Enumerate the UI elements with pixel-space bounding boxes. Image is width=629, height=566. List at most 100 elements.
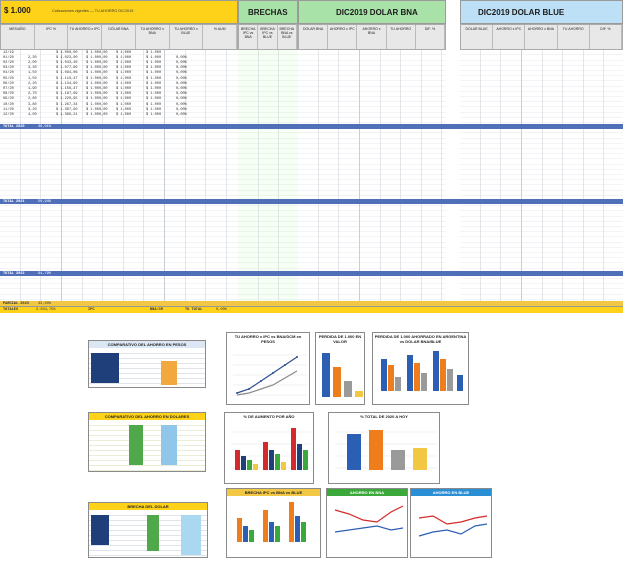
row-10-col-e: $ 1.000 [116, 102, 132, 107]
row-12-col-b: 4,00 [28, 112, 37, 117]
row-5-col-e: $ 1.000 [116, 76, 132, 81]
partial-label-2023: PARCIAL 2023 [3, 301, 29, 306]
row-4-col-g: 0,00% [176, 71, 187, 76]
total-value-2022: 94,79% [38, 271, 51, 276]
row-10-col-c: $ 1.267,34 [56, 102, 78, 107]
brechas-strip [238, 0, 298, 24]
ipc-vs-bna-chart: TU AHORRO x IPC vs BNA/DCM en PESOS [226, 332, 310, 405]
row-12-col-e: $ 1.000 [116, 112, 132, 117]
total-row-2020 [0, 124, 623, 129]
pesos-loss-chart: PERDIDA DE 1.000 EN VALOR [315, 332, 365, 405]
row-2-col-a: 02/20 [3, 60, 14, 65]
row-1-col-d: $ 1.000,00 [86, 55, 108, 60]
row-0-col-f: $ 1.000 [146, 50, 162, 55]
row-3-col-g: 0,00% [176, 66, 187, 71]
row-11-col-e: $ 1.000 [116, 107, 132, 112]
row-8-col-d: $ 1.000,00 [86, 92, 108, 97]
total-value-2020: 36,01% [38, 124, 51, 129]
dollar-loss-title: PERDIDA DE 1.000 AHORRADO EN ARGENTINA v… [374, 334, 467, 344]
row-6-col-b: 2,20 [28, 81, 37, 86]
row-0-col-a: 12/19 [3, 50, 14, 55]
row-10-col-d: $ 1.000,00 [86, 102, 108, 107]
row-3-col-b: 3,30 [28, 66, 37, 71]
row-2-col-d: $ 1.000,00 [86, 60, 108, 65]
total-label-2021: TOTAL 2021 [3, 199, 25, 204]
dollar-compare-table: COMPARATIVO DEL AHORRO EN DOLARES [88, 412, 206, 472]
row-5-col-g: 0,00% [176, 76, 187, 81]
row-6-col-a: 06/20 [3, 81, 14, 86]
row-1-col-f: $ 1.000 [146, 55, 162, 60]
row-4-col-c: $ 1.094,06 [56, 71, 78, 76]
cumulative-chart: % TOTAL DE 2020 A HOY [328, 412, 440, 484]
row-5-col-d: $ 1.000,00 [86, 76, 108, 81]
bottom-table-title: BRECHA DEL DOLAR [89, 503, 207, 510]
dollar-amount: $ 1.000 [4, 6, 31, 15]
ahorro-bna-title: AHORRO EN BNA [327, 489, 407, 496]
ahorro-blue-title: AHORRO EN BLUE [411, 489, 491, 496]
row-11-col-a: 11/20 [3, 107, 14, 112]
row-10-col-f: $ 1.000 [146, 102, 162, 107]
row-4-col-b: 1,50 [28, 71, 37, 76]
brecha-bar-plot [237, 502, 306, 542]
pesos-loss-title: PERDIDA DE 1.000 EN VALOR [318, 334, 362, 344]
row-11-col-d: $ 1.000,00 [86, 107, 108, 112]
row-3-col-a: 03/20 [3, 66, 14, 71]
pesos-table-title: COMPARATIVO DEL AHORRO EN PESOS [89, 341, 205, 348]
row-9-col-g: 0,00% [176, 97, 187, 102]
annual-title: % DE AUMENTO POR AÑO [243, 414, 295, 419]
row-7-col-e: $ 1.000 [116, 86, 132, 91]
pesos-loss-plot [322, 353, 363, 397]
row-0-col-c: $ 1.000,00 [56, 50, 78, 55]
row-2-col-f: $ 1.000 [146, 60, 162, 65]
row-8-col-a: 08/20 [3, 92, 14, 97]
row-12-col-g: 0,00% [176, 112, 187, 117]
row-11-col-g: 0,00% [176, 107, 187, 112]
row-6-col-g: 0,00% [176, 81, 187, 86]
row-10-col-g: 0,00% [176, 102, 187, 107]
row-8-col-g: 0,00% [176, 92, 187, 97]
total-row-2022 [0, 271, 623, 276]
row-5-col-b: 1,50 [28, 76, 37, 81]
row-2-col-e: $ 1.000 [116, 60, 132, 65]
row-10-col-a: 10/20 [3, 102, 14, 107]
main-header-row: MES/AÑO IPC % TU AHORRO x IPC DÓLAR BNA TU A… [0, 24, 238, 50]
cumulative-plot [335, 430, 437, 470]
row-1-col-a: 01/20 [3, 55, 14, 60]
topbar-note: Cotizaciones vigentes — TU AHORRO DIC201… [52, 9, 134, 13]
brecha-bar-title: BRECHA IPC vs BNA vs BLUE [227, 489, 320, 496]
ahorro-bna-line-chart: AHORRO EN BNA [326, 488, 408, 558]
row-12-col-d: $ 1.000,00 [86, 112, 108, 117]
blue-header-row: DOLAR BLUE AHORRO x IPC AHORRO x BNA TU AHO… [460, 24, 623, 50]
row-7-col-c: $ 1.156,47 [56, 86, 78, 91]
ahorro-bna-plot [334, 505, 404, 533]
total-label-2020: TOTAL 2020 [3, 124, 25, 129]
footer-total-label: TOTALES [3, 307, 19, 312]
row-1-col-b: 2,30 [28, 55, 37, 60]
row-1-col-e: $ 1.000 [116, 55, 132, 60]
total-label-2022: TOTAL 2022 [3, 271, 25, 276]
row-5-col-a: 05/20 [3, 76, 14, 81]
bna-line [236, 370, 298, 396]
dollar-loss-chart: PERDIDA DE 1.000 AHORRADO EN ARGENTINA v… [372, 332, 469, 405]
row-4-col-e: $ 1.000 [116, 71, 132, 76]
row-9-col-a: 09/20 [3, 97, 14, 102]
row-10-col-b: 3,80 [28, 102, 37, 107]
row-8-col-f: $ 1.000 [146, 92, 162, 97]
row-8-col-e: $ 1.000 [116, 92, 132, 97]
row-7-col-f: $ 1.000 [146, 86, 162, 91]
section-dic-blue: DIC2019 DOLAR BLUE [478, 8, 565, 17]
row-7-col-b: 1,90 [28, 86, 37, 91]
partial-value-2023: 33,50% [38, 301, 51, 306]
brechas-grid [238, 50, 298, 312]
row-7-col-d: $ 1.000,00 [86, 86, 108, 91]
row-2-col-b: 2,00 [28, 60, 37, 65]
footer-tu-total: TU TOTAL [185, 307, 203, 312]
section-brechas: BRECHAS [248, 8, 288, 17]
total-row-2021 [0, 199, 623, 204]
row-7-col-a: 07/20 [3, 86, 14, 91]
row-7-col-g: 0,00% [176, 86, 187, 91]
row-9-col-c: $ 1.220,95 [56, 97, 78, 102]
brecha-bar-chart: BRECHA IPC vs BNA vs BLUE [226, 488, 321, 558]
footer-total-ipc: 3.034,75% [36, 307, 56, 312]
